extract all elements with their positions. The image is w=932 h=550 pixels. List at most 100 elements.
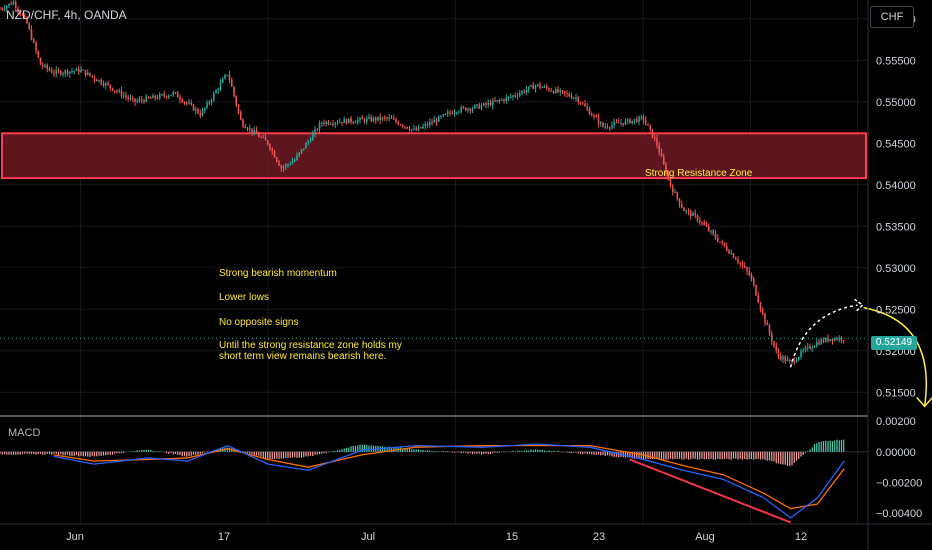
candle-body [818,342,820,345]
candle-body [255,130,258,134]
candle-body [442,114,445,117]
candle-body [325,121,328,124]
candle-body [809,346,811,349]
candle-body [10,3,13,5]
candle-body [705,224,708,227]
candle-body [615,122,618,124]
candle-body [665,164,667,175]
candle-body [532,85,535,89]
candle-body [280,165,283,169]
candle-body [658,145,661,153]
candle-body [584,103,586,107]
macd-tick-label: −0.00400 [876,508,922,520]
candle-body [3,8,6,10]
candle-body [653,137,656,139]
candle-body [462,107,465,109]
candle-body [428,122,431,126]
candle-body [316,129,319,131]
candle-body [840,337,843,341]
candle-body [84,70,87,76]
currency-button[interactable]: CHF [870,6,914,28]
candle-body [167,95,170,98]
candle-body [494,100,496,102]
candle-body [451,113,454,115]
candle-body [64,70,67,74]
candle-body [269,144,271,150]
candle-body [482,103,485,106]
candle-body [329,123,332,125]
candle-body [107,83,109,85]
candle-body [102,83,105,86]
candle-body [392,118,395,120]
time-tick-label: 17 [218,531,230,543]
candle-body [338,121,341,123]
candle-body [617,122,620,124]
candle-body [221,78,224,83]
time-tick-label: Jul [361,531,375,543]
time-tick-label: 23 [593,531,605,543]
candle-body [217,89,220,91]
candle-body [647,123,649,126]
candle-body [41,64,44,67]
candle-body [590,114,593,116]
candle-body [604,126,607,128]
candle-body [649,125,652,130]
candle-body [698,220,701,223]
candle-body [57,70,60,72]
candle-body [228,74,231,80]
candle-body [595,115,598,118]
candle-body [525,89,528,93]
candle-body [487,102,490,105]
candle-body [588,108,591,115]
candle-body [266,140,269,145]
candle-body [300,149,303,153]
last-price-badge: 0.52149 [871,336,917,350]
candle-body [541,87,544,89]
candle-body [0,8,1,10]
candle-body [491,100,494,106]
candle-body [21,14,24,16]
candle-body [685,210,688,212]
candle-body [395,119,397,122]
candle-body [599,122,602,124]
macd-tick-label: −0.00200 [876,478,922,490]
candle-body [80,69,82,73]
candle-body [365,118,368,122]
note-strong-bearish: Strong bearish momentum [219,268,337,279]
candle-body [172,92,175,95]
candle-body [296,155,298,160]
candle-body [750,274,753,279]
candle-body [406,126,409,129]
candle-body [779,355,782,360]
candle-body [559,90,562,93]
candle-body [696,215,699,221]
candle-body [5,5,8,9]
candle-body [165,95,168,98]
candle-body [550,90,553,92]
macd-label: MACD [8,427,41,439]
candle-body [842,340,845,342]
candle-body [147,96,150,98]
candle-body [800,351,802,358]
candle-body [797,357,800,361]
candle-body [734,257,737,260]
candle-body [143,100,145,102]
candle-body [28,23,31,30]
candle-body [275,157,278,162]
candle-body [777,350,780,356]
candle-body [757,295,760,303]
candle-body [674,192,676,194]
candle-body [473,105,476,109]
candle-body [26,17,28,24]
candle-body [642,116,645,121]
candle-body [287,164,289,166]
candle-body [235,95,238,106]
candle-body [215,90,217,94]
candle-body [298,152,301,156]
candle-body [131,98,134,100]
resistance-zone [1,132,867,180]
candle-body [444,113,447,115]
candle-body [161,94,163,96]
candle-body [347,118,350,124]
